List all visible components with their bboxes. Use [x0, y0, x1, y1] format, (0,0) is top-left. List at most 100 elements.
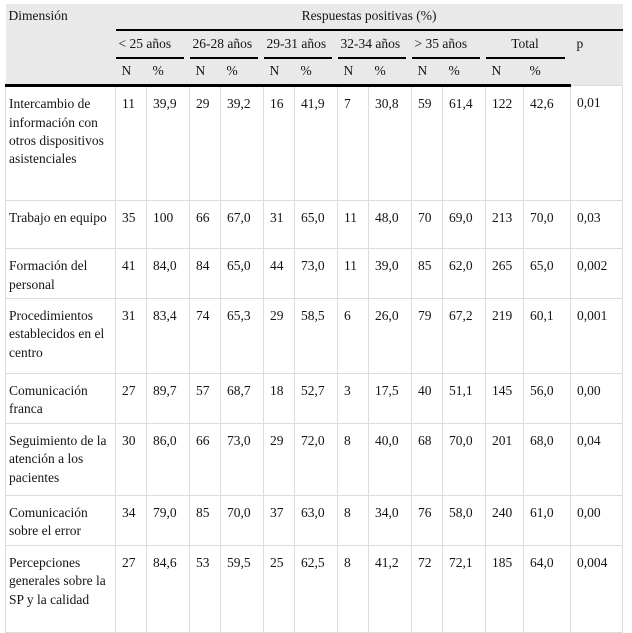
subheader-pct: % — [368, 58, 412, 88]
cell-total-n: 219 — [485, 297, 524, 374]
cell-n: 84 — [189, 248, 221, 299]
cell-pct: 34,0 — [368, 494, 412, 546]
cell-p-value: 0,00 — [569, 372, 624, 424]
cell-total-pct: 68,0 — [523, 422, 571, 496]
cell-p-value: 0,04 — [569, 422, 624, 496]
cell-n: 85 — [411, 248, 443, 299]
cell-pct: 69,0 — [442, 200, 486, 250]
cell-pct: 17,5 — [368, 372, 412, 424]
cell-dimension: Percepciones generales sobre la SP y la … — [5, 544, 116, 633]
cell-pct: 72,1 — [442, 544, 486, 633]
cell-p-value: 0,002 — [569, 248, 624, 299]
subheader-pct: % — [220, 58, 264, 88]
cell-n: 8 — [337, 494, 369, 546]
cell-pct: 41,2 — [368, 544, 412, 633]
cell-p-value: 0,03 — [569, 200, 624, 250]
subheader-n: N — [263, 58, 295, 88]
age-group-label: 29-31 años — [263, 35, 332, 59]
cell-n: 8 — [337, 544, 369, 633]
cell-pct: 67,0 — [220, 200, 264, 250]
cell-total-pct: 60,1 — [523, 297, 571, 374]
cell-pct: 58,0 — [442, 494, 486, 546]
cell-n: 35 — [115, 200, 147, 250]
cell-n: 70 — [411, 200, 443, 250]
subheader-pct: % — [523, 58, 571, 88]
cell-pct: 48,0 — [368, 200, 412, 250]
subheader-n: N — [485, 58, 524, 88]
cell-n: 6 — [337, 297, 369, 374]
cell-n: 37 — [263, 494, 295, 546]
results-table: Dimensión Respuestas positivas (%) < 25 … — [5, 4, 624, 633]
cell-total-n: 122 — [485, 85, 524, 202]
age-group-label: 32-34 años — [337, 35, 406, 59]
cell-pct: 62,0 — [442, 248, 486, 299]
header-row-age-groups: < 25 años 26-28 años 29-31 años 32-34 añ… — [6, 30, 623, 86]
col-header-respuestas-positivas: Respuestas positivas (%) — [115, 4, 623, 32]
cell-n: 25 — [263, 544, 295, 633]
cell-pct: 39,2 — [220, 85, 264, 202]
cell-n: 27 — [115, 372, 147, 424]
cell-pct: 40,0 — [368, 422, 412, 496]
cell-pct: 51,1 — [442, 372, 486, 424]
cell-n: 29 — [263, 422, 295, 496]
cell-n: 66 — [189, 422, 221, 496]
table-row: Procedimientos establecidos en el centro… — [5, 297, 624, 374]
cell-pct: 59,5 — [220, 544, 264, 633]
col-header-age-26-28: 26-28 años — [189, 30, 264, 59]
cell-p-value: 0,004 — [569, 544, 624, 633]
cell-dimension: Formación del personal — [5, 248, 116, 299]
cell-total-n: 145 — [485, 372, 524, 424]
cell-total-pct: 61,0 — [523, 494, 571, 546]
table-row: Percepciones generales sobre la SP y la … — [5, 544, 624, 633]
cell-pct: 67,2 — [442, 297, 486, 374]
total-label: Total — [485, 35, 565, 59]
cell-total-pct: 64,0 — [523, 544, 571, 633]
cell-pct: 65,0 — [220, 248, 264, 299]
cell-pct: 70,0 — [442, 422, 486, 496]
table-row: Comunicación franca 27 89,7 57 68,7 18 5… — [5, 372, 624, 424]
cell-n: 18 — [263, 372, 295, 424]
cell-pct: 41,9 — [294, 85, 338, 202]
cell-pct: 65,3 — [220, 297, 264, 374]
cell-pct: 65,0 — [294, 200, 338, 250]
col-header-age-gt35: > 35 años — [411, 30, 486, 59]
col-header-total: Total — [485, 30, 571, 59]
subheader-n: N — [411, 58, 443, 88]
col-header-p-value: p — [570, 30, 623, 86]
cell-total-pct: 42,6 — [523, 85, 571, 202]
col-header-age-29-31: 29-31 años — [263, 30, 338, 59]
cell-n: 74 — [189, 297, 221, 374]
cell-total-n: 185 — [485, 544, 524, 633]
cell-pct: 72,0 — [294, 422, 338, 496]
cell-dimension: Procedimientos establecidos en el centro — [5, 297, 116, 374]
cell-n: 31 — [115, 297, 147, 374]
cell-pct: 52,7 — [294, 372, 338, 424]
cell-n: 11 — [337, 248, 369, 299]
cell-pct: 79,0 — [146, 494, 190, 546]
cell-n: 79 — [411, 297, 443, 374]
cell-p-value: 0,00 — [569, 494, 624, 546]
subheader-n: N — [189, 58, 221, 88]
cell-pct: 86,0 — [146, 422, 190, 496]
cell-pct: 30,8 — [368, 85, 412, 202]
cell-n: 16 — [263, 85, 295, 202]
table-row: Formación del personal 41 84,0 84 65,0 4… — [5, 248, 624, 299]
col-header-age-lt25: < 25 años — [115, 30, 190, 59]
cell-n: 29 — [263, 297, 295, 374]
cell-pct: 89,7 — [146, 372, 190, 424]
cell-pct: 84,0 — [146, 248, 190, 299]
cell-pct: 26,0 — [368, 297, 412, 374]
cell-total-n: 213 — [485, 200, 524, 250]
cell-pct: 39,9 — [146, 85, 190, 202]
cell-n: 3 — [337, 372, 369, 424]
cell-dimension: Trabajo en equipo — [5, 200, 116, 250]
cell-pct: 100 — [146, 200, 190, 250]
cell-n: 34 — [115, 494, 147, 546]
age-group-label: < 25 años — [115, 35, 184, 59]
header-row-top: Dimensión Respuestas positivas (%) — [5, 4, 623, 88]
cell-p-value: 0,01 — [569, 85, 624, 202]
header-row-n-pct: N % N % N % N % N % N % — [6, 58, 623, 88]
cell-n: 29 — [189, 85, 221, 202]
cell-pct: 62,5 — [294, 544, 338, 633]
